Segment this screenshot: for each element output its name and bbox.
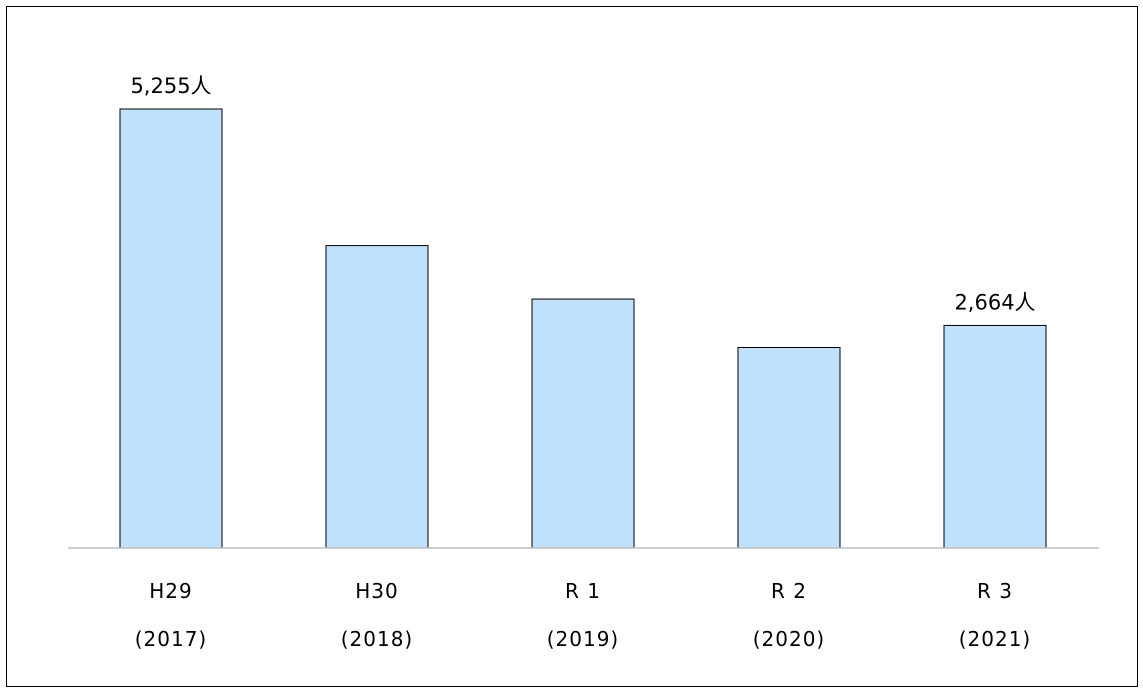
x-tick-sublabel-4: (2020) (753, 627, 826, 651)
bar-2 (325, 245, 429, 549)
x-tick-label-1: H29 (149, 579, 193, 603)
data-label-1: 5,255人 (130, 74, 211, 98)
bar-4 (737, 347, 841, 549)
bar-3 (531, 298, 635, 549)
x-tick-label-2: H30 (355, 579, 399, 603)
x-tick-label-3: R 1 (565, 579, 601, 603)
x-tick-sublabel-1: (2017) (135, 627, 208, 651)
x-tick-label-4: R 2 (771, 579, 807, 603)
bar-5 (943, 324, 1047, 549)
x-tick-sublabel-3: (2019) (547, 627, 620, 651)
data-label-5: 2,664人 (954, 290, 1035, 314)
x-tick-sublabel-5: (2021) (959, 627, 1032, 651)
x-tick-label-5: R 3 (977, 579, 1013, 603)
x-tick-sublabel-2: (2018) (341, 627, 414, 651)
bar-1 (119, 108, 223, 549)
